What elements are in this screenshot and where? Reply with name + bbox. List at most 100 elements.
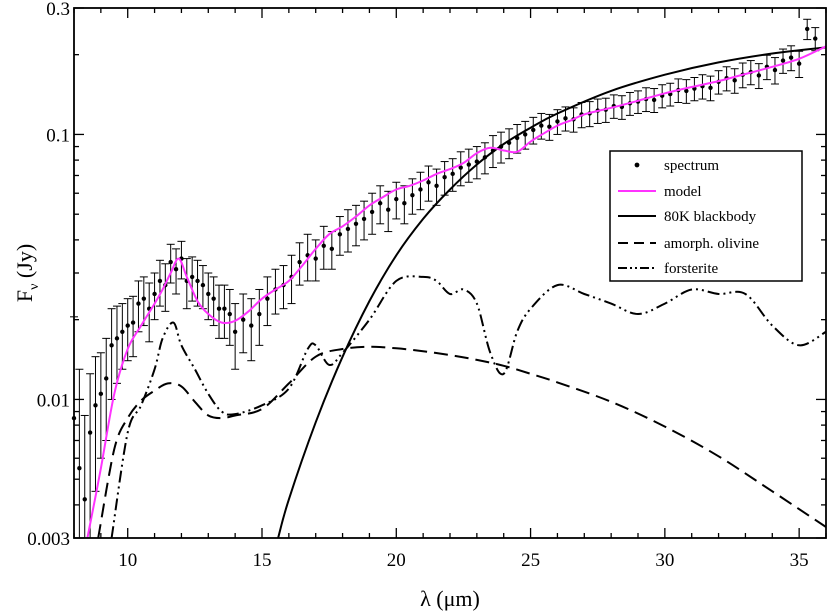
- line-amorph-olivine: [97, 345, 827, 539]
- spectrum-dot: [547, 124, 552, 129]
- spectrum-point: [754, 63, 763, 90]
- spectrum-dot: [796, 61, 802, 66]
- spectrum-dot: [523, 132, 528, 137]
- spectrum-point: [102, 337, 111, 441]
- spectrum-point: [360, 200, 369, 241]
- spectrum-dot: [211, 296, 216, 301]
- spectrum-point: [188, 256, 197, 302]
- spectrum-point: [193, 259, 202, 307]
- spectrum-point: [129, 295, 138, 358]
- spectrum-dot: [772, 67, 778, 73]
- spectrum-dot: [539, 123, 544, 128]
- spectrum-point: [682, 79, 691, 104]
- spectrum-point: [96, 352, 105, 459]
- spectrum-dot: [377, 201, 383, 206]
- spectrum-point: [204, 272, 213, 321]
- spectrum-dot: [563, 116, 568, 121]
- series-80k-blackbody: [277, 46, 827, 539]
- spectrum-dot: [442, 174, 447, 180]
- spectrum-point: [440, 161, 449, 196]
- spectrum-point: [392, 181, 401, 220]
- spectrum-point: [497, 131, 506, 164]
- x-tick-label: 20: [387, 550, 406, 571]
- tick-labels: 10 15 20 25 30 35 0.003 0.01 0.1 0.3: [27, 0, 808, 571]
- spectrum-point: [343, 209, 352, 253]
- spectrum-dot: [168, 259, 173, 265]
- spectrum-dot: [141, 296, 147, 301]
- spectrum-point: [107, 308, 116, 400]
- x-axis-title: λ (μm): [420, 586, 480, 611]
- spectrum-point: [779, 48, 788, 74]
- spectrum-point: [795, 50, 804, 79]
- spectrum-point: [239, 293, 248, 354]
- axis-ticks: [73, 7, 827, 539]
- y-tick-label: 0.003: [27, 529, 70, 550]
- spectrum-dot: [490, 148, 496, 153]
- line-80k-blackbody: [277, 46, 827, 539]
- spectrum-point: [80, 414, 89, 538]
- spectrum-dot: [98, 391, 104, 397]
- spectrum-point: [553, 109, 562, 135]
- spectrum-dot: [152, 291, 157, 297]
- spectrum-point: [172, 248, 181, 295]
- spectrum-dot: [418, 187, 423, 192]
- y-tick-label: 0.01: [37, 390, 70, 411]
- spectrum-dot: [157, 278, 163, 284]
- spectrum-dot: [265, 296, 270, 301]
- spectrum-dot: [426, 180, 431, 185]
- spectrum-dot: [297, 259, 302, 265]
- spectrum-dot: [249, 323, 254, 328]
- spectrum-dot: [195, 278, 200, 284]
- spectrum-dot: [353, 221, 359, 227]
- spectrum-dot: [651, 97, 657, 103]
- spectrum-dot: [321, 243, 326, 248]
- legend-label-spectrum: spectrum: [664, 158, 719, 174]
- spectrum-dot: [345, 226, 351, 232]
- x-tick-label: 10: [118, 550, 137, 571]
- spectrum-dot: [514, 135, 520, 141]
- series-forsterite: [110, 275, 827, 539]
- spectrum-point: [155, 259, 164, 307]
- spectrum-point: [545, 113, 554, 141]
- spectrum-dot: [337, 232, 343, 237]
- spectrum-dot: [104, 376, 109, 381]
- spectrum-point: [319, 225, 328, 270]
- spectrum-dot: [93, 403, 98, 408]
- spectrum-dot: [555, 119, 560, 124]
- spectrum-dot: [109, 343, 114, 348]
- spectrum-point: [263, 276, 272, 327]
- spectrum-dot: [361, 216, 367, 222]
- line-forsterite: [110, 275, 827, 539]
- x-tick-label: 35: [790, 550, 809, 571]
- spectrum-point: [376, 185, 385, 225]
- spectrum-point: [803, 18, 812, 41]
- spectrum-point: [86, 373, 95, 538]
- spectrum-point: [225, 288, 234, 346]
- y-axis-title-main: F: [12, 290, 37, 302]
- spectrum-point: [295, 242, 304, 286]
- spectrum-point: [424, 165, 433, 202]
- spectrum-dot: [813, 36, 818, 41]
- spectrum-point: [352, 204, 360, 247]
- spectrum-dot: [506, 140, 512, 145]
- spectrum-dot: [227, 311, 232, 317]
- legend: spectrum model 80K blackbody amorph. oli…: [609, 150, 803, 282]
- spectrum-point: [416, 171, 425, 211]
- spectrum-dot: [313, 256, 318, 261]
- spectrum-dot: [329, 246, 335, 252]
- spectrum-dot: [77, 466, 82, 471]
- spectrum-dot: [474, 159, 480, 164]
- spectrum-dot: [756, 73, 762, 78]
- spectrum-dot: [780, 58, 786, 63]
- spectrum-dot: [216, 306, 222, 311]
- spectrum-dot: [394, 196, 399, 202]
- spectrum-point: [231, 303, 240, 370]
- spectrum-dot: [369, 209, 375, 215]
- legend-label-forsterite: forsterite: [664, 261, 718, 277]
- series-amorph-olivine: [97, 345, 827, 539]
- spectrum-dot: [222, 306, 227, 311]
- spectrum-dot: [458, 165, 463, 170]
- spectrum-point: [690, 77, 699, 102]
- spectrum-dot: [257, 311, 262, 317]
